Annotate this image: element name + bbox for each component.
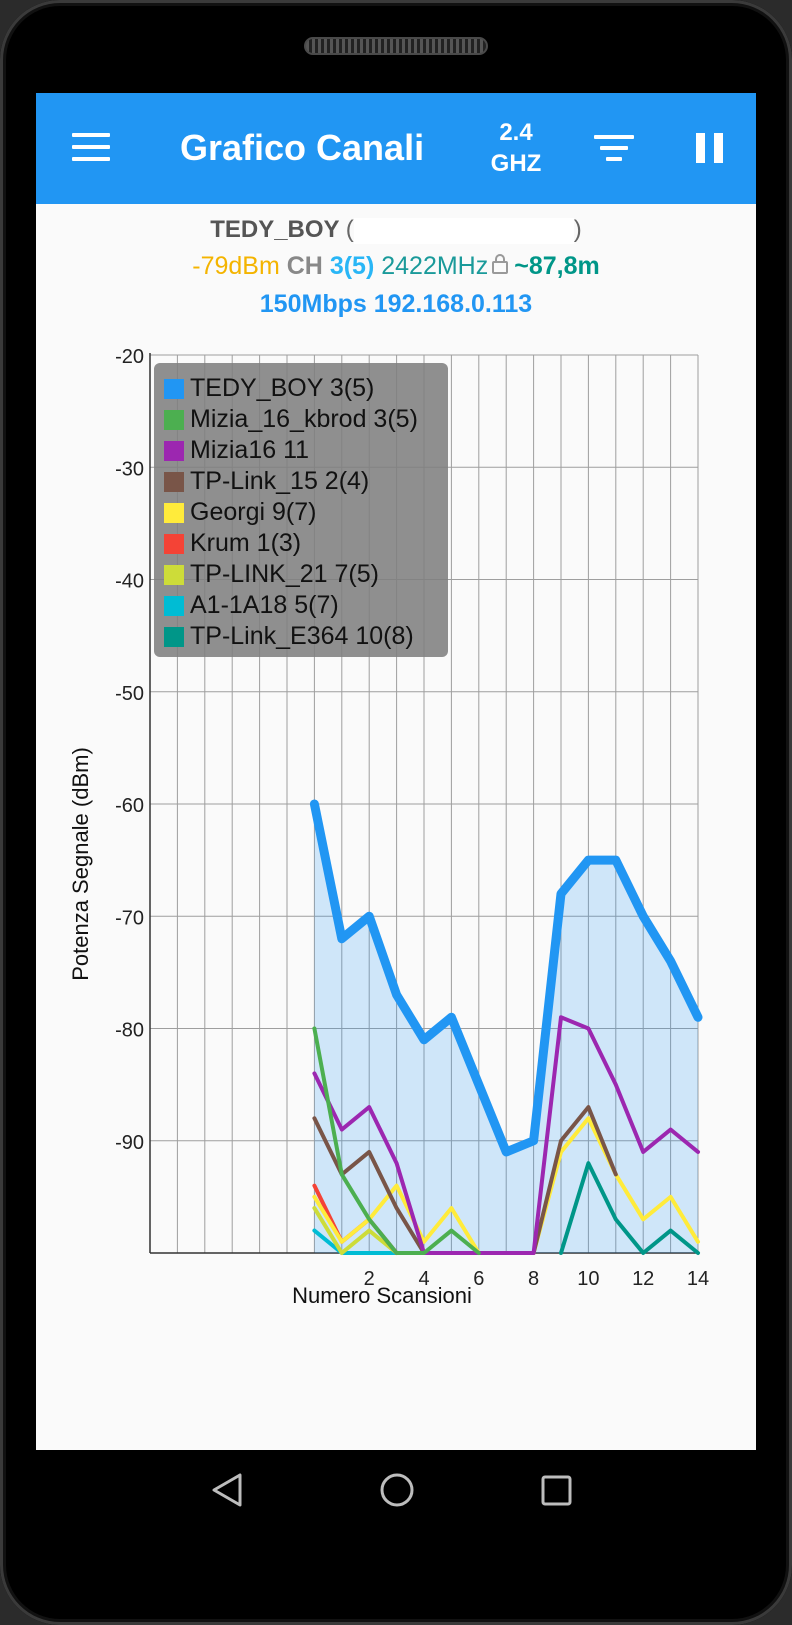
legend-swatch [164, 378, 184, 399]
chart-legend: TEDY_BOY 3(5) Mizia_16_kbrod 3(5) Mizia16 … [154, 363, 448, 657]
legend-item[interactable]: TP-Link_E364 10(8) [164, 621, 414, 652]
legend-label: Mizia16 11 [190, 436, 310, 464]
y-tick-label: -40 [115, 571, 144, 593]
back-triangle-icon[interactable] [210, 1472, 244, 1508]
legend-item[interactable]: Mizia16 11 [164, 435, 309, 466]
filter-icon[interactable] [594, 135, 634, 165]
x-tick-label: 10 [577, 1268, 599, 1290]
bssid-redacted [353, 217, 574, 244]
y-tick-label: -90 [115, 1132, 144, 1154]
ssid-line: TEDY_BOY () [36, 216, 756, 244]
legend-swatch [164, 471, 184, 492]
y-tick-label: -60 [115, 795, 144, 817]
legend-label: TP-Link_E364 10(8) [190, 622, 414, 650]
y-tick-label: -20 [115, 346, 144, 368]
app-screen: Grafico Canali 2.4 GHZ TEDY_BOY () -79dB… [36, 93, 756, 1450]
bssid-open-paren: ( [345, 216, 354, 243]
series-line [312, 1206, 399, 1255]
pause-icon[interactable] [696, 133, 724, 163]
legend-item[interactable]: Georgi 9(7) [164, 497, 316, 528]
band-value: 2.4 [499, 119, 533, 146]
x-tick-label: 2 [364, 1268, 375, 1290]
series-line [559, 1161, 700, 1255]
legend-label: A1-1A18 5(7) [190, 591, 339, 619]
x-tick-label: 4 [418, 1268, 429, 1290]
signal-chart: -20 -30 -40 -50 -60 -70 -80 -90 2 4 6 8 10 12 14 Numero… [36, 343, 756, 1343]
frequency-value: 2422MHz [381, 252, 489, 280]
legend-label: Mizia_16_kbrod 3(5) [190, 405, 418, 433]
series-line [312, 1026, 481, 1255]
legend-label: Krum 1(3) [190, 529, 302, 557]
band-unit: GHZ [490, 150, 542, 177]
distance-value: ~87,8m [514, 252, 600, 280]
legend-swatch [164, 595, 184, 616]
legend-item[interactable]: Mizia_16_kbrod 3(5) [164, 404, 418, 435]
legend-swatch [164, 626, 184, 647]
rate-ip-line: 150Mbps 192.168.0.113 [259, 290, 533, 318]
page-title: Grafico Canali [180, 127, 425, 168]
legend-swatch [164, 533, 184, 554]
earpiece-speaker [304, 37, 488, 55]
legend-label: TEDY_BOY 3(5) [190, 374, 375, 402]
legend-item[interactable]: Krum 1(3) [164, 528, 301, 559]
x-tick-label: 14 [687, 1268, 709, 1290]
x-tick-label: 8 [528, 1268, 539, 1290]
series-line [312, 1015, 700, 1255]
app-bar: Grafico Canali 2.4 GHZ [36, 93, 756, 204]
y-tick-label: -80 [115, 1020, 144, 1042]
y-axis-title: Potenza Segnale (dBm) [68, 747, 93, 981]
legend-item[interactable]: TEDY_BOY 3(5) [164, 373, 374, 404]
band-selector-button[interactable]: 2.4 GHZ [476, 117, 556, 179]
chart-canvas: -20 -30 -40 -50 -60 -70 -80 -90 2 4 6 8 10 12 14 Numero… [68, 346, 709, 1308]
bssid-close-paren: ) [573, 216, 582, 243]
channel-value: 3(5) [329, 252, 375, 280]
system-nav-bar [0, 1450, 792, 1625]
legend-swatch [164, 440, 184, 461]
signal-strength: -79dBm [192, 252, 280, 280]
legend-swatch [164, 409, 184, 430]
legend-item[interactable]: TP-LINK_21 7(5) [164, 559, 379, 590]
y-tick-label: -50 [115, 683, 144, 705]
recents-square-icon[interactable] [540, 1474, 574, 1508]
hamburger-menu-icon[interactable] [72, 133, 110, 161]
signal-detail-line: -79dBm CH 3(5) 2422MHz ~87,8m [36, 252, 756, 281]
x-tick-label: 6 [473, 1268, 484, 1290]
y-tick-label: -30 [115, 458, 144, 480]
legend-label: Georgi 9(7) [190, 498, 317, 526]
legend-item[interactable]: A1-1A18 5(7) [164, 590, 339, 621]
x-tick-label: 12 [632, 1268, 654, 1290]
home-circle-icon[interactable] [378, 1471, 416, 1509]
legend-item[interactable]: TP-Link_15 2(4) [164, 466, 369, 497]
series-line [309, 799, 703, 1157]
ssid-name: TEDY_BOY [210, 216, 340, 243]
legend-label: TP-LINK_21 7(5) [190, 560, 379, 588]
channel-label: CH [286, 252, 323, 280]
x-axis-title: Numero Scansioni [292, 1283, 472, 1308]
legend-label: TP-Link_15 2(4) [190, 467, 370, 495]
y-tick-label: -70 [115, 907, 144, 929]
legend-swatch [164, 564, 184, 585]
legend-swatch [164, 502, 184, 523]
lock-icon [492, 253, 509, 274]
